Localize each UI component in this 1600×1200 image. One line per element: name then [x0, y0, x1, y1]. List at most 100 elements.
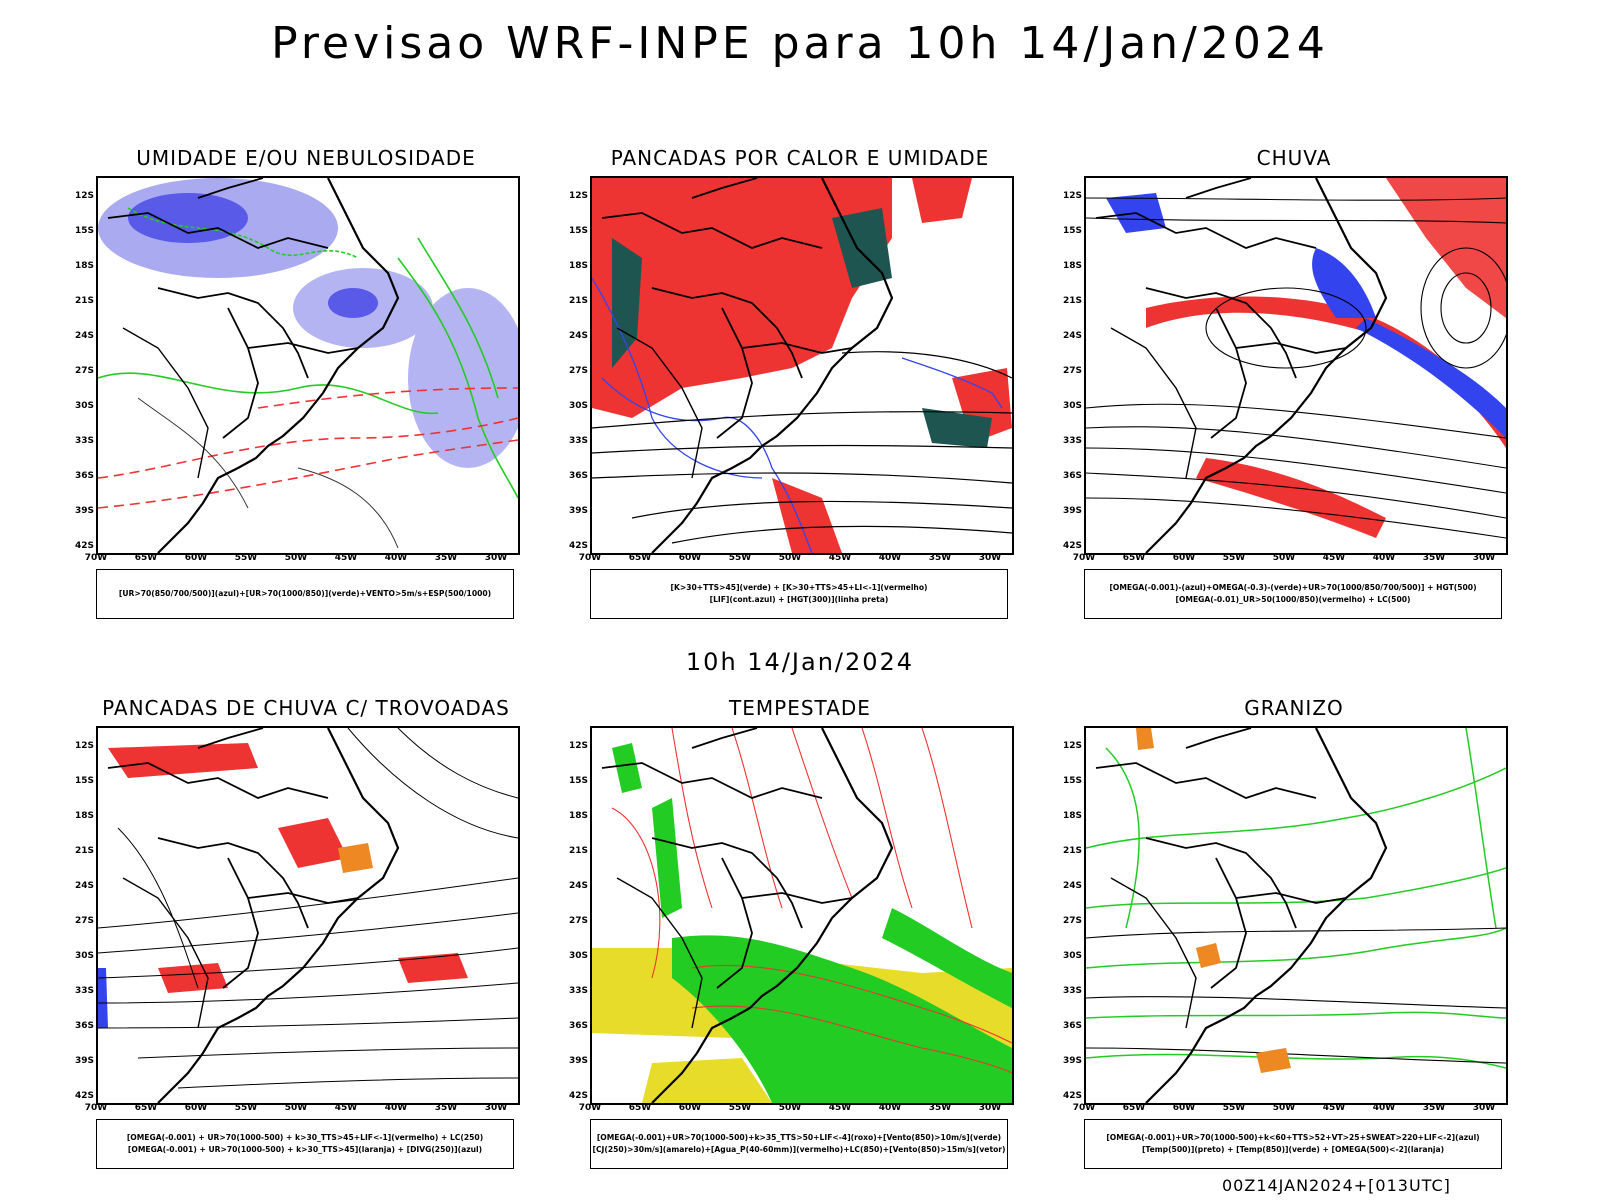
lon-axis: 70W 65W 60W 55W 50W 45W 40W 35W 30W	[85, 553, 516, 565]
lat-label: 39S	[74, 506, 94, 516]
lat-label: 24S	[74, 331, 94, 341]
lon-label: 65W	[628, 1103, 652, 1113]
lat-label: 36S	[568, 471, 588, 481]
legend-line: [OMEGA(-0.001)-(azul)+OMEGA(-0.3)-(verde…	[1109, 583, 1477, 592]
lat-label: 24S	[1062, 331, 1082, 341]
lon-label: 45W	[334, 553, 358, 563]
lat-label: 18S	[568, 811, 588, 821]
storm-area	[158, 963, 228, 993]
legend-line: [LIF](cont.azul) + [HGT(300)](linha pret…	[709, 595, 889, 604]
lat-label: 30S	[568, 401, 588, 411]
lat-label: 12S	[568, 191, 588, 201]
map-rain	[1084, 176, 1508, 555]
rain-area	[1356, 318, 1506, 438]
panel-heat-showers: PANCADAS POR CALOR E UMIDADE 12S 15S 18S…	[550, 146, 1050, 621]
map-storm	[590, 726, 1014, 1105]
lon-label: 65W	[134, 1103, 158, 1113]
lon-label: 30W	[978, 553, 1002, 563]
lon-axis: 70W 65W 60W 55W 50W 45W 40W 35W 30W	[579, 1103, 1010, 1115]
heat-area	[612, 238, 642, 368]
run-timestamp: 00Z14JAN2024+[013UTC]	[1222, 1176, 1451, 1195]
lat-label: 21S	[568, 846, 588, 856]
rain-area	[1312, 248, 1376, 318]
panel-title: TEMPESTADE	[729, 696, 871, 720]
lat-label: 27S	[568, 366, 588, 376]
lon-label: 40W	[1372, 1103, 1396, 1113]
lon-label: 70W	[1072, 1103, 1096, 1113]
lat-label: 21S	[1062, 296, 1082, 306]
lat-axis: 12S 15S 18S 21S 24S 27S 30S 33S 36S 39S …	[1044, 176, 1084, 551]
lat-label: 33S	[74, 986, 94, 996]
lon-label: 65W	[628, 553, 652, 563]
lon-label: 35W	[434, 1103, 458, 1113]
lat-label: 36S	[1062, 471, 1082, 481]
legend-box: [OMEGA(-0.001) + UR>70(1000-500) + k>30_…	[96, 1119, 514, 1169]
legend-line: [OMEGA(-0.001) + UR>70(1000-500) + k>30_…	[126, 1133, 484, 1142]
lon-axis: 70W 65W 60W 55W 50W 45W 40W 35W 30W	[1073, 1103, 1504, 1115]
lat-label: 24S	[568, 331, 588, 341]
divergence-area	[98, 968, 108, 1028]
legend-box: [OMEGA(-0.001)+UR>70(1000-500)+k>35_TTS>…	[590, 1119, 1008, 1169]
lat-label: 27S	[1062, 916, 1082, 926]
panel-hail: GRANIZO 12S 15S 18S 21S 24S 27S 30S 33S …	[1044, 696, 1544, 1171]
panel-title: PANCADAS POR CALOR E UMIDADE	[610, 146, 990, 170]
lat-label: 39S	[1062, 1056, 1082, 1066]
legend-line: [OMEGA(-0.001)+UR>70(1000-500)+k>35_TTS>…	[596, 1133, 1002, 1142]
lat-label: 39S	[568, 506, 588, 516]
legend-line: [OMEGA(-0.001)+UR>70(1000-500)+k<60+TTS>…	[1106, 1133, 1480, 1142]
lat-label: 42S	[568, 541, 588, 551]
lat-label: 15S	[1062, 776, 1082, 786]
lat-label: 12S	[568, 741, 588, 751]
lon-label: 40W	[878, 1103, 902, 1113]
lon-label: 40W	[878, 553, 902, 563]
panel-title: CHUVA	[1256, 146, 1332, 170]
lon-label: 45W	[1322, 553, 1346, 563]
heat-area	[922, 408, 992, 448]
moisture-core	[328, 288, 378, 318]
lat-axis: 12S 15S 18S 21S 24S 27S 30S 33S 36S 39S …	[550, 726, 590, 1101]
lon-label: 70W	[578, 553, 602, 563]
omega-area	[1256, 1048, 1291, 1073]
lat-label: 12S	[1062, 741, 1082, 751]
lat-label: 18S	[74, 811, 94, 821]
omega-area	[1196, 943, 1221, 968]
map-thunderstorm-showers	[96, 726, 520, 1105]
lon-label: 35W	[1422, 1103, 1446, 1113]
lat-label: 33S	[1062, 986, 1082, 996]
lat-label: 24S	[74, 881, 94, 891]
omega-area	[1136, 728, 1154, 750]
lon-label: 55W	[728, 553, 752, 563]
lat-label: 30S	[1062, 401, 1082, 411]
map-hail	[1084, 726, 1508, 1105]
lon-label: 60W	[1172, 1103, 1196, 1113]
wind-area	[652, 798, 682, 918]
instability-area	[912, 178, 972, 223]
lat-label: 24S	[1062, 881, 1082, 891]
lon-label: 65W	[1122, 1103, 1146, 1113]
legend-line: [OMEGA(-0.01)_UR>50(1000/850)(vermelho) …	[1175, 595, 1411, 604]
lat-label: 27S	[74, 916, 94, 926]
lon-label: 35W	[1422, 553, 1446, 563]
panel-title: PANCADAS DE CHUVA C/ TROVOADAS	[102, 696, 510, 720]
lon-label: 65W	[1122, 553, 1146, 563]
lon-axis: 70W 65W 60W 55W 50W 45W 40W 35W 30W	[579, 553, 1010, 565]
moisture-area	[408, 288, 518, 468]
lat-label: 27S	[1062, 366, 1082, 376]
rain-area	[1196, 458, 1386, 538]
lon-label: 40W	[1372, 553, 1396, 563]
lat-label: 12S	[74, 741, 94, 751]
map-humidity	[96, 176, 520, 555]
lat-label: 21S	[74, 296, 94, 306]
panel-title: UMIDADE E/OU NEBULOSIDADE	[136, 146, 476, 170]
legend-box: [OMEGA(-0.001)-(azul)+OMEGA(-0.3)-(verde…	[1084, 569, 1502, 619]
panel-thunderstorm-showers: PANCADAS DE CHUVA C/ TROVOADAS 12S 15S 1…	[56, 696, 556, 1171]
lon-label: 45W	[1322, 1103, 1346, 1113]
moisture-core	[128, 193, 248, 243]
lat-label: 39S	[568, 1056, 588, 1066]
lon-label: 45W	[828, 553, 852, 563]
lat-label: 24S	[568, 881, 588, 891]
panel-storm: TEMPESTADE 12S 15S 18S 21S 24S 27S 30S 3…	[550, 696, 1050, 1171]
lat-label: 15S	[1062, 226, 1082, 236]
lon-label: 50W	[1272, 1103, 1296, 1113]
lon-label: 35W	[928, 1103, 952, 1113]
